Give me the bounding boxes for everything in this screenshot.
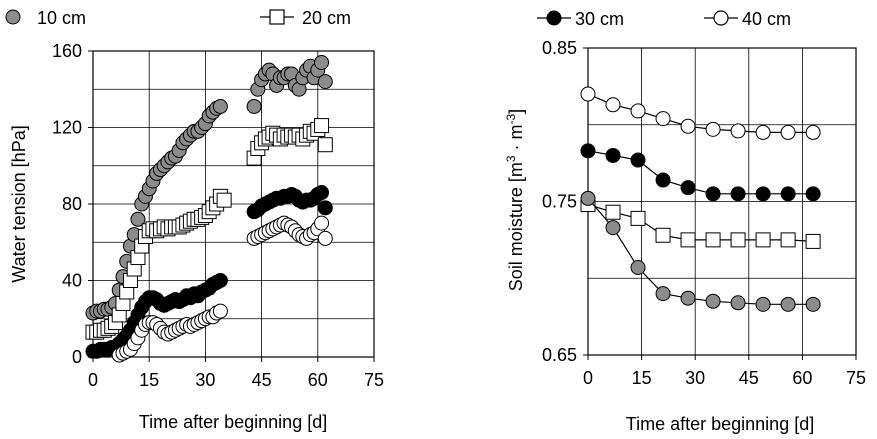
- ticks-left: 0 15 30 45 60 75 0 40 80 120 160: [52, 41, 384, 390]
- point-30cm: [212, 273, 228, 288]
- point-40cm: [680, 118, 696, 134]
- x-tick-label: 30: [195, 370, 215, 390]
- y-tick-label: 0.75: [542, 192, 577, 212]
- point-40cm: [314, 215, 330, 231]
- point-10cm: [246, 98, 262, 114]
- point-30cm: [805, 186, 821, 202]
- x-tick-label: 15: [632, 368, 652, 388]
- point-40cm: [655, 111, 671, 127]
- x-axis-label-right: Time after beginning [d]: [626, 414, 814, 434]
- point-30cm: [580, 143, 596, 159]
- point-20cm: [680, 232, 696, 248]
- soil-moisture-chart: 30 cm 40 cm 0 15 30 45 60 75 0.65 0.75 0.85 Time…: [504, 9, 866, 434]
- point-10cm: [755, 296, 771, 312]
- legend-marker-40cm: [713, 10, 729, 26]
- point-30cm: [655, 172, 671, 188]
- x-tick-label: 75: [364, 370, 384, 390]
- point-20cm: [630, 210, 646, 226]
- point-20cm: [780, 232, 796, 248]
- series-line-30cm: [587, 150, 814, 195]
- series-line-40cm: [587, 93, 814, 133]
- x-tick-label: 60: [308, 370, 328, 390]
- legend-right: 30 cm 40 cm: [537, 9, 791, 29]
- point-40cm: [580, 86, 596, 102]
- data-right: [580, 86, 821, 312]
- y-tick-label: 120: [52, 118, 82, 138]
- legend-label-10cm: 10 cm: [37, 8, 86, 28]
- x-tick-label: 0: [88, 370, 98, 390]
- point-20cm: [655, 227, 671, 243]
- point-10cm: [780, 296, 796, 312]
- point-10cm: [655, 286, 671, 302]
- point-30cm: [730, 186, 746, 202]
- point-30cm: [680, 180, 696, 196]
- point-10cm: [705, 293, 721, 309]
- point-40cm: [755, 124, 771, 140]
- x-tick-label: 45: [252, 370, 272, 390]
- point-20cm: [705, 232, 721, 248]
- point-10cm: [605, 220, 621, 236]
- point-40cm: [630, 103, 646, 119]
- x-tick-label: 15: [139, 370, 159, 390]
- point-20cm: [805, 233, 821, 249]
- point-10cm: [317, 74, 333, 90]
- point-30cm: [755, 186, 771, 202]
- grid-right: [588, 48, 856, 355]
- point-30cm: [705, 186, 721, 202]
- point-30cm: [605, 147, 621, 163]
- point-40cm: [780, 124, 796, 140]
- series-line-10cm: [587, 198, 814, 305]
- series-line-20cm: [587, 204, 814, 242]
- point-10cm: [630, 260, 646, 276]
- point-10cm: [680, 290, 696, 306]
- point-10cm: [212, 98, 228, 114]
- legend-label-30cm: 30 cm: [575, 9, 624, 29]
- y-tick-label: 0: [72, 347, 82, 367]
- x-tick-label: 75: [846, 368, 866, 388]
- point-20cm: [605, 204, 621, 220]
- x-tick-label: 0: [583, 368, 593, 388]
- y-tick-label: 80: [62, 194, 82, 214]
- point-20cm: [317, 137, 333, 153]
- point-40cm: [317, 230, 333, 246]
- point-30cm: [317, 200, 333, 216]
- point-10cm: [314, 54, 330, 70]
- y-axis-label-right: Soil moisture [m3 · m-3]: [504, 109, 526, 291]
- legend-left: 10 cm 20 cm: [5, 8, 351, 28]
- y-tick-label: 0.65: [542, 345, 577, 365]
- point-20cm: [730, 232, 746, 248]
- legend-marker-30cm: [546, 10, 562, 26]
- point-10cm: [130, 211, 146, 227]
- point-40cm: [705, 121, 721, 137]
- point-40cm: [805, 124, 821, 140]
- point-30cm: [780, 186, 796, 202]
- water-tension-chart: 10 cm 20 cm 0 15 30 45 60 75 0 40 80 120 160 Time …: [5, 8, 384, 432]
- x-tick-label: 60: [792, 368, 812, 388]
- point-40cm: [605, 97, 621, 113]
- x-tick-label: 30: [685, 368, 705, 388]
- legend-marker-10cm: [5, 9, 21, 25]
- x-axis-label-left: Time after beginning [d]: [139, 412, 327, 432]
- legend-label-20cm: 20 cm: [302, 8, 351, 28]
- ticks-right: 0 15 30 45 60 75 0.65 0.75 0.85: [542, 38, 866, 388]
- legend-marker-20cm: [269, 9, 285, 25]
- point-10cm: [805, 296, 821, 312]
- point-10cm: [580, 190, 596, 206]
- data-left: [85, 54, 333, 363]
- legend-label-40cm: 40 cm: [742, 9, 791, 29]
- y-axis-label-left: Water tension [hPa]: [9, 125, 29, 282]
- point-20cm: [755, 232, 771, 248]
- point-40cm: [212, 303, 228, 319]
- point-40cm: [730, 123, 746, 139]
- x-tick-label: 45: [739, 368, 759, 388]
- y-tick-label: 40: [62, 271, 82, 291]
- point-30cm: [630, 152, 646, 168]
- point-20cm: [314, 118, 330, 134]
- point-10cm: [730, 295, 746, 311]
- y-tick-label: 0.85: [542, 38, 577, 58]
- point-20cm: [216, 192, 232, 208]
- point-30cm: [314, 185, 330, 201]
- y-tick-label: 160: [52, 41, 82, 61]
